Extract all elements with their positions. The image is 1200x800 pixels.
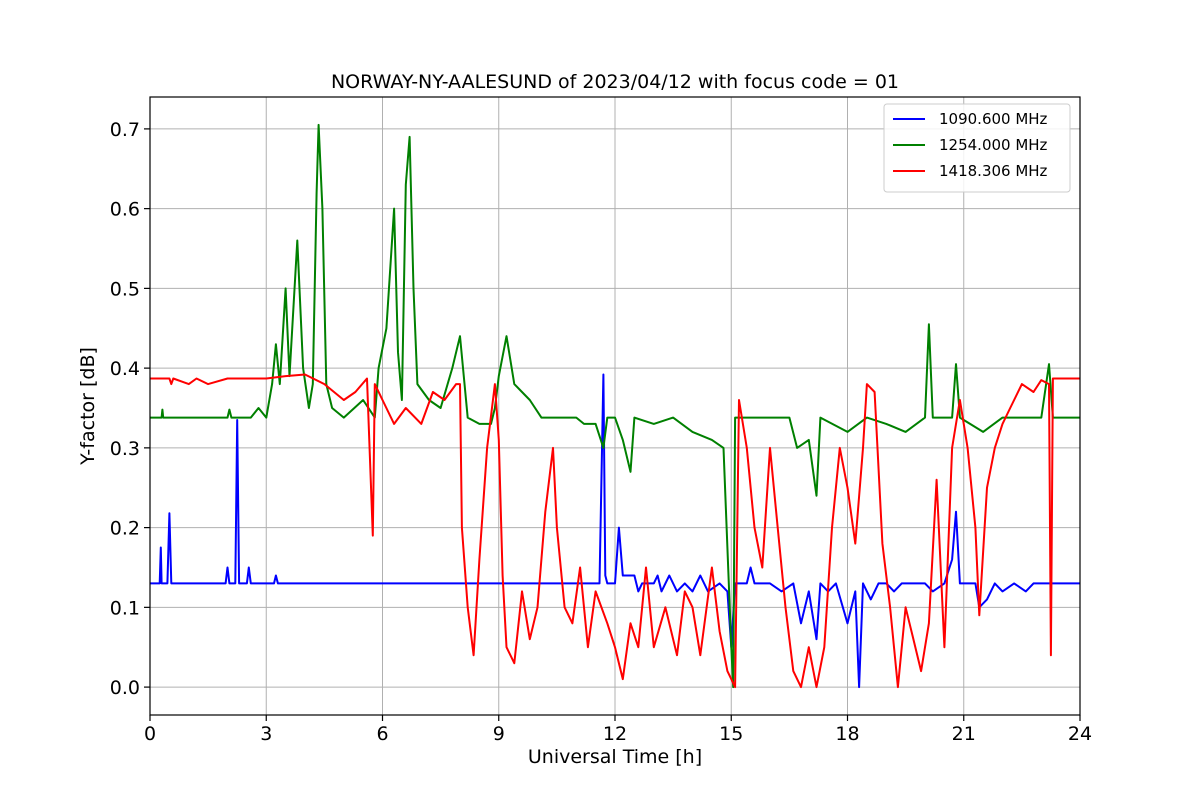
legend-box bbox=[883, 103, 1071, 193]
chart-title: NORWAY-NY-AALESUND of 2023/04/12 with fo… bbox=[331, 71, 899, 93]
legend-label-2: 1254.000 MHz bbox=[939, 136, 1048, 154]
y-tick-label: 0.6 bbox=[110, 199, 140, 221]
plot-area bbox=[150, 123, 1080, 689]
x-axis-label: Universal Time [h] bbox=[528, 746, 702, 768]
series-line-3 bbox=[150, 373, 1080, 689]
grid bbox=[149, 97, 1081, 715]
axes: 0 3 6 9 12 15 18 21 24 0.0 0.1 0.2 0.3 0.4 0.5 0.6 0.7 bbox=[110, 96, 1092, 745]
x-tick-label: 18 bbox=[835, 723, 859, 745]
series-line-2 bbox=[150, 123, 1080, 689]
y-tick-label: 0.0 bbox=[110, 677, 140, 699]
x-tick-label: 21 bbox=[952, 723, 976, 745]
y-tick-label: 0.3 bbox=[110, 438, 140, 460]
x-tick-label: 0 bbox=[144, 723, 156, 745]
x-tick-label: 3 bbox=[260, 723, 272, 745]
y-tick-label: 0.1 bbox=[110, 597, 140, 619]
y-axis-label: Y-factor [dB] bbox=[77, 347, 99, 466]
x-tick-label: 24 bbox=[1068, 723, 1092, 745]
x-tick-label: 6 bbox=[376, 723, 388, 745]
y-tick-label: 0.5 bbox=[110, 278, 140, 300]
series-line-1 bbox=[150, 373, 1080, 689]
x-tick-label: 12 bbox=[603, 723, 627, 745]
legend: 1090.600 MHz 1254.000 MHz 1418.306 MHz bbox=[883, 103, 1071, 193]
x-tick-label: 15 bbox=[719, 723, 743, 745]
legend-label-3: 1418.306 MHz bbox=[939, 162, 1048, 180]
legend-label-1: 1090.600 MHz bbox=[939, 110, 1048, 128]
x-tick-label: 9 bbox=[493, 723, 505, 745]
y-tick-label: 0.7 bbox=[110, 119, 140, 141]
y-tick-label: 0.2 bbox=[110, 518, 140, 540]
y-tick-label: 0.4 bbox=[110, 358, 140, 380]
